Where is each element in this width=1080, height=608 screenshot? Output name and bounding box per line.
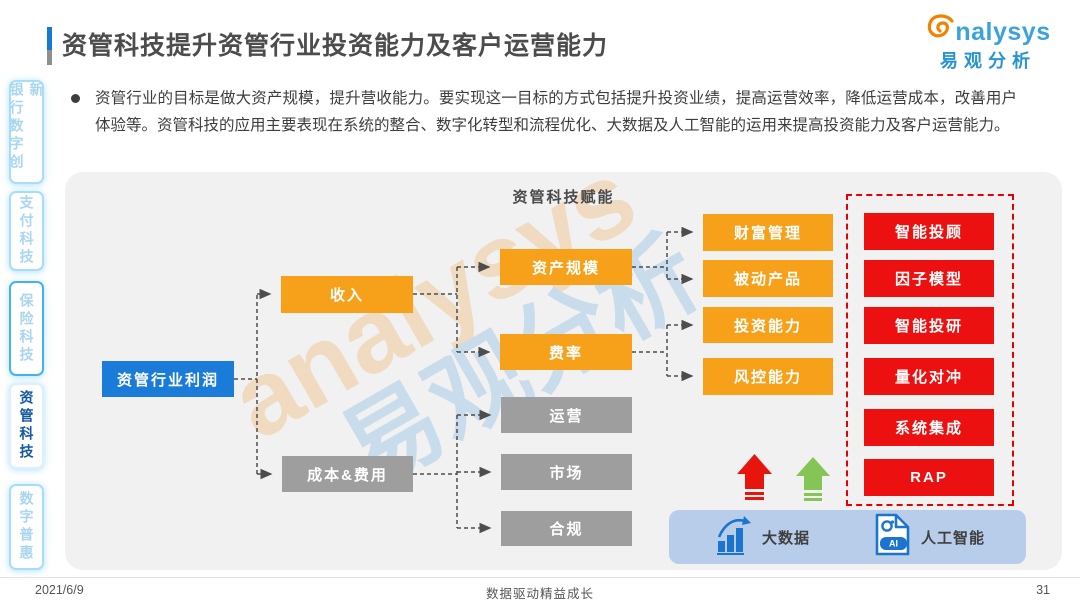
logo-brand-chinese: 易观分析 — [940, 51, 1036, 71]
sidebar-item-digital-inclusion[interactable]: 数字普惠 — [9, 484, 44, 570]
node-risk-control: 风控能力 — [703, 358, 833, 395]
logo-swoosh-icon — [925, 13, 955, 45]
technology-bar: 大数据 AI 人工智能 — [669, 510, 1026, 564]
analysys-logo: nalysys 易观分析 — [918, 13, 1058, 73]
sidebar-item-label: 支付科技 — [18, 195, 35, 267]
big-data-label: 大数据 — [762, 529, 811, 547]
node-market: 市场 — [501, 454, 632, 490]
enabler-rap: RAP — [864, 459, 994, 496]
node-industry-profit: 资管行业利润 — [102, 361, 234, 397]
enabler-quant-hedging: 量化对冲 — [864, 358, 994, 395]
ai-label: 人工智能 — [921, 529, 986, 547]
diagram-panel: analysys 易观分析 资管科技赋能 — [65, 172, 1062, 570]
node-compliance: 合规 — [501, 511, 632, 546]
enabler-dashed-frame — [846, 194, 1014, 506]
node-investment-capability: 投资能力 — [703, 307, 833, 343]
node-cost-expense: 成本&费用 — [282, 456, 413, 492]
sidebar-item-label: 银行数字创新 — [8, 82, 45, 172]
flow-connectors — [234, 226, 694, 534]
red-up-arrow-icon — [737, 454, 772, 506]
ai-badge-text: AI — [889, 538, 898, 548]
footer-slogan: 数据驱动精益成长 — [485, 587, 594, 601]
node-operations: 运营 — [501, 397, 632, 433]
sidebar-item-label: 数字普惠 — [18, 491, 35, 563]
intro-paragraph: 资管行业的目标是做大资产规模，提升营收能力。要实现这一目标的方式包括提升投资业绩… — [95, 90, 1017, 134]
diagram-title: 资管科技赋能 — [512, 189, 615, 206]
footer-divider — [0, 577, 1080, 578]
big-data-item: 大数据 — [715, 515, 810, 560]
enabler-system-integration: 系统集成 — [864, 409, 994, 446]
sidebar-item-banking-digital[interactable]: 银行数字创新 — [8, 80, 45, 184]
green-up-arrow-icon — [796, 457, 830, 506]
sidebar-item-asset-mgmt-tech-active[interactable]: 资管科技 — [9, 383, 44, 469]
ai-item: AI 人工智能 — [870, 513, 985, 562]
enabler-robo-advisory: 智能投顾 — [864, 213, 994, 250]
node-passive-products: 被动产品 — [703, 260, 833, 297]
sidebar-item-label: 资管科技 — [18, 390, 35, 462]
enabler-smart-research: 智能投研 — [864, 307, 994, 344]
ai-document-icon: AI — [870, 513, 912, 562]
footer-page-number: 31 — [1036, 583, 1050, 597]
page-title: 资管科技提升资管行业投资能力及客户运营能力 — [62, 32, 609, 60]
sidebar-item-label: 保险科技 — [18, 292, 35, 365]
node-wealth-management: 财富管理 — [703, 214, 833, 251]
bullet-icon — [71, 94, 80, 103]
sidebar-item-payment-tech[interactable]: 支付科技 — [9, 191, 44, 271]
node-asset-scale: 资产规模 — [500, 249, 632, 285]
enabler-factor-model: 因子模型 — [864, 260, 994, 297]
footer-date: 2021/6/9 — [35, 583, 84, 597]
big-data-chart-icon — [715, 515, 753, 560]
logo-brand-text: nalysys — [955, 18, 1051, 46]
node-income: 收入 — [281, 276, 413, 313]
node-fee-rate: 费率 — [500, 334, 632, 370]
sidebar-item-insurance-tech[interactable]: 保险科技 — [9, 281, 44, 376]
title-accent-bar — [47, 27, 52, 65]
